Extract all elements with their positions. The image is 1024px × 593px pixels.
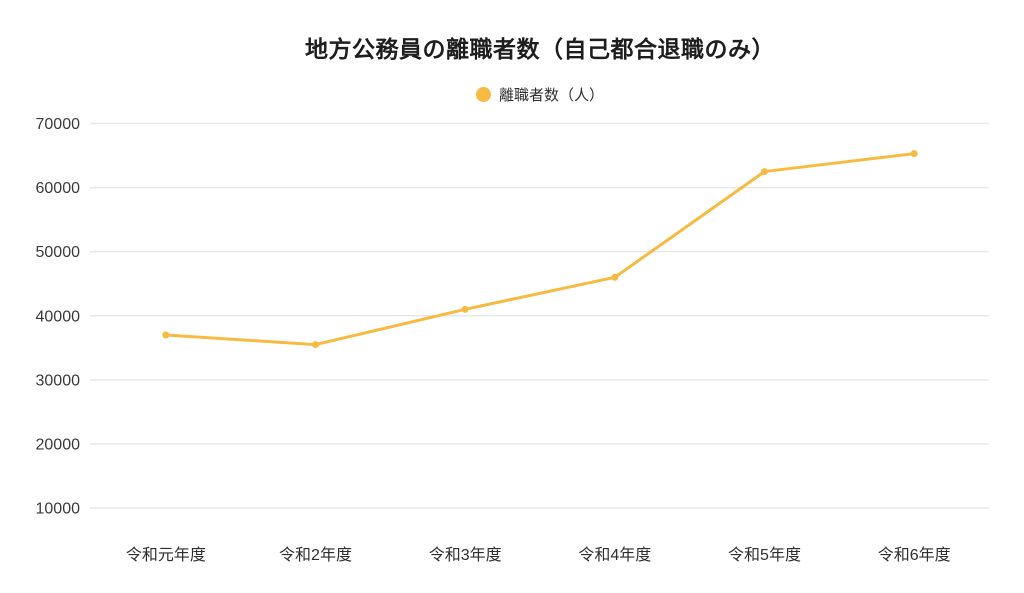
y-tick-label: 40000 [36,308,81,325]
y-tick-label: 60000 [36,180,81,197]
chart-title: 地方公務員の離職者数（自己都合退職のみ） [305,36,775,62]
y-tick-label: 20000 [36,436,81,453]
y-tick-label: 70000 [36,116,81,133]
data-point [312,341,319,349]
data-point [611,273,619,281]
data-point [461,305,469,313]
chart-legend[interactable]: 離職者数（人） [90,84,990,104]
x-axis-label: 令和元年度 [126,546,206,564]
legend-marker-icon [475,86,491,102]
x-axis-label: 令和4年度 [578,546,651,564]
x-axis-label: 令和3年度 [429,546,502,564]
x-axis-label: 令和6年度 [878,546,951,564]
data-point [910,150,918,158]
y-tick-label: 10000 [36,501,81,518]
y-tick-label: 30000 [36,372,81,389]
y-tick-label: 50000 [36,244,81,261]
legend-label: 離職者数（人） [498,86,604,104]
x-axis-label: 令和2年度 [279,546,352,564]
data-point [162,331,170,339]
x-axis-label: 令和5年度 [728,546,801,564]
data-line [164,152,916,347]
data-point [761,168,768,176]
